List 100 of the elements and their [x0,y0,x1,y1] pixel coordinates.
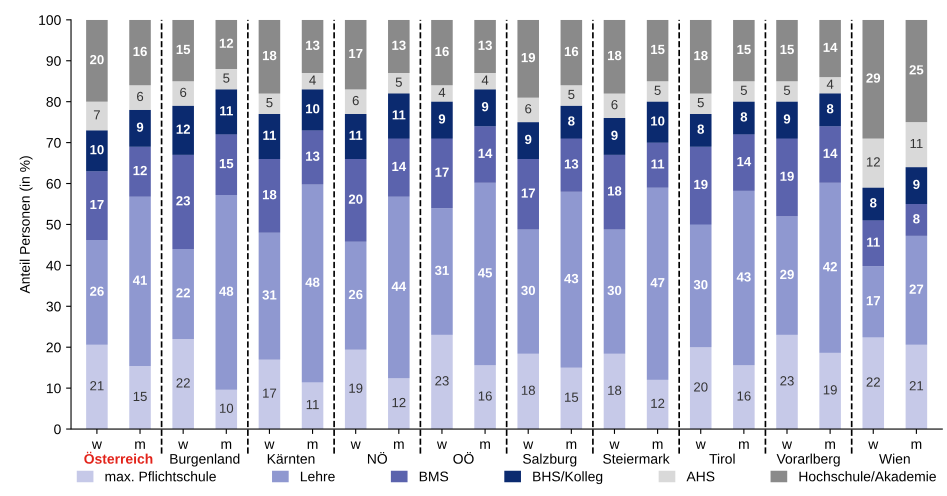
data-label: 11 [350,130,362,140]
data-label: 15 [651,44,665,54]
text: Salzburg [523,454,576,467]
bar [302,73,324,90]
bar [431,20,453,86]
data-label: 6 [180,88,186,98]
data-label: 4 [826,80,834,89]
data-label: 13 [478,40,492,50]
data-label: 10 [306,104,320,114]
x-tick-label: m [135,441,145,449]
bar [604,118,626,155]
bar [604,93,626,118]
data-label: 20 [90,54,104,64]
data-label: 17 [349,48,362,58]
data-label: 13 [306,152,320,161]
x-tick-label: m [912,441,922,449]
bar [776,102,798,139]
bar [172,20,194,82]
bar [646,142,668,188]
bar [690,347,712,430]
bar [819,20,841,78]
bar [258,114,280,159]
data-label: 29 [780,270,794,280]
data-label: 20 [694,382,708,392]
bar [517,20,539,98]
data-label: 8 [826,104,834,114]
text: Österreich [84,452,152,464]
bar [344,89,366,114]
data-label: 12 [220,38,234,48]
data-label: 43 [564,274,578,284]
y-tick-label: 0 [54,424,61,434]
bar [646,380,668,430]
data-label: 17 [866,296,880,306]
bar [690,224,712,348]
bar [258,20,280,94]
bar [776,138,798,216]
data-label: 7 [94,110,100,120]
bar [733,81,755,102]
x-tick-label: m [394,441,404,449]
bar [517,354,539,430]
bar [86,344,108,430]
data-label: 19 [694,180,708,190]
bar [733,20,755,82]
data-label: 48 [305,278,320,287]
data-label: 12 [176,124,190,134]
bar [862,138,884,188]
x-tick-label: m [480,441,490,449]
bar [216,390,238,430]
data-label: 18 [608,386,622,395]
bar [474,126,496,183]
data-label: 8 [740,112,748,122]
text: Steiermark [603,454,670,464]
bar [474,73,496,90]
bar [431,208,453,335]
data-label: 9 [913,180,920,190]
bar [819,352,841,430]
bar [819,182,841,353]
bar [388,138,410,197]
data-label: 16 [564,46,578,56]
bar [344,20,366,90]
bar [604,20,626,94]
data-label: 18 [608,186,622,196]
data-label: 8 [697,124,704,134]
data-label: 43 [736,272,751,282]
data-label: 44 [392,282,406,291]
bar [129,366,151,430]
data-label: 30 [521,286,536,296]
x-tick-label: w [868,441,878,449]
bar [258,158,280,233]
data-label: 11 [306,400,319,410]
x-tick-label: m [739,441,749,449]
data-label: 5 [784,86,790,95]
data-label: 31 [434,266,449,276]
data-label: 9 [784,114,790,124]
bar [344,350,366,430]
text: NÖ [368,452,388,464]
data-label: 15 [176,44,190,54]
y-tick-label: 20 [46,342,61,352]
data-label: 11 [263,130,276,140]
data-label: 23 [435,376,449,386]
data-label: 19 [824,385,837,395]
bar [302,20,324,74]
data-label: 4 [309,76,316,85]
bar [258,232,280,360]
data-label: 47 [650,278,664,288]
data-label: 17 [263,388,276,398]
bar [560,20,582,86]
data-label: 23 [176,196,190,206]
data-label: 9 [136,122,144,132]
data-label: 11 [867,238,880,247]
y-tick-label: 30 [46,302,61,312]
x-tick-label: m [825,441,835,449]
data-label: 17 [435,168,449,177]
bar [129,85,151,110]
x-tick-label: w [264,441,274,449]
bar [862,220,884,266]
bar [474,20,496,74]
bar [216,89,238,134]
bar [819,93,841,126]
bar [302,89,324,130]
